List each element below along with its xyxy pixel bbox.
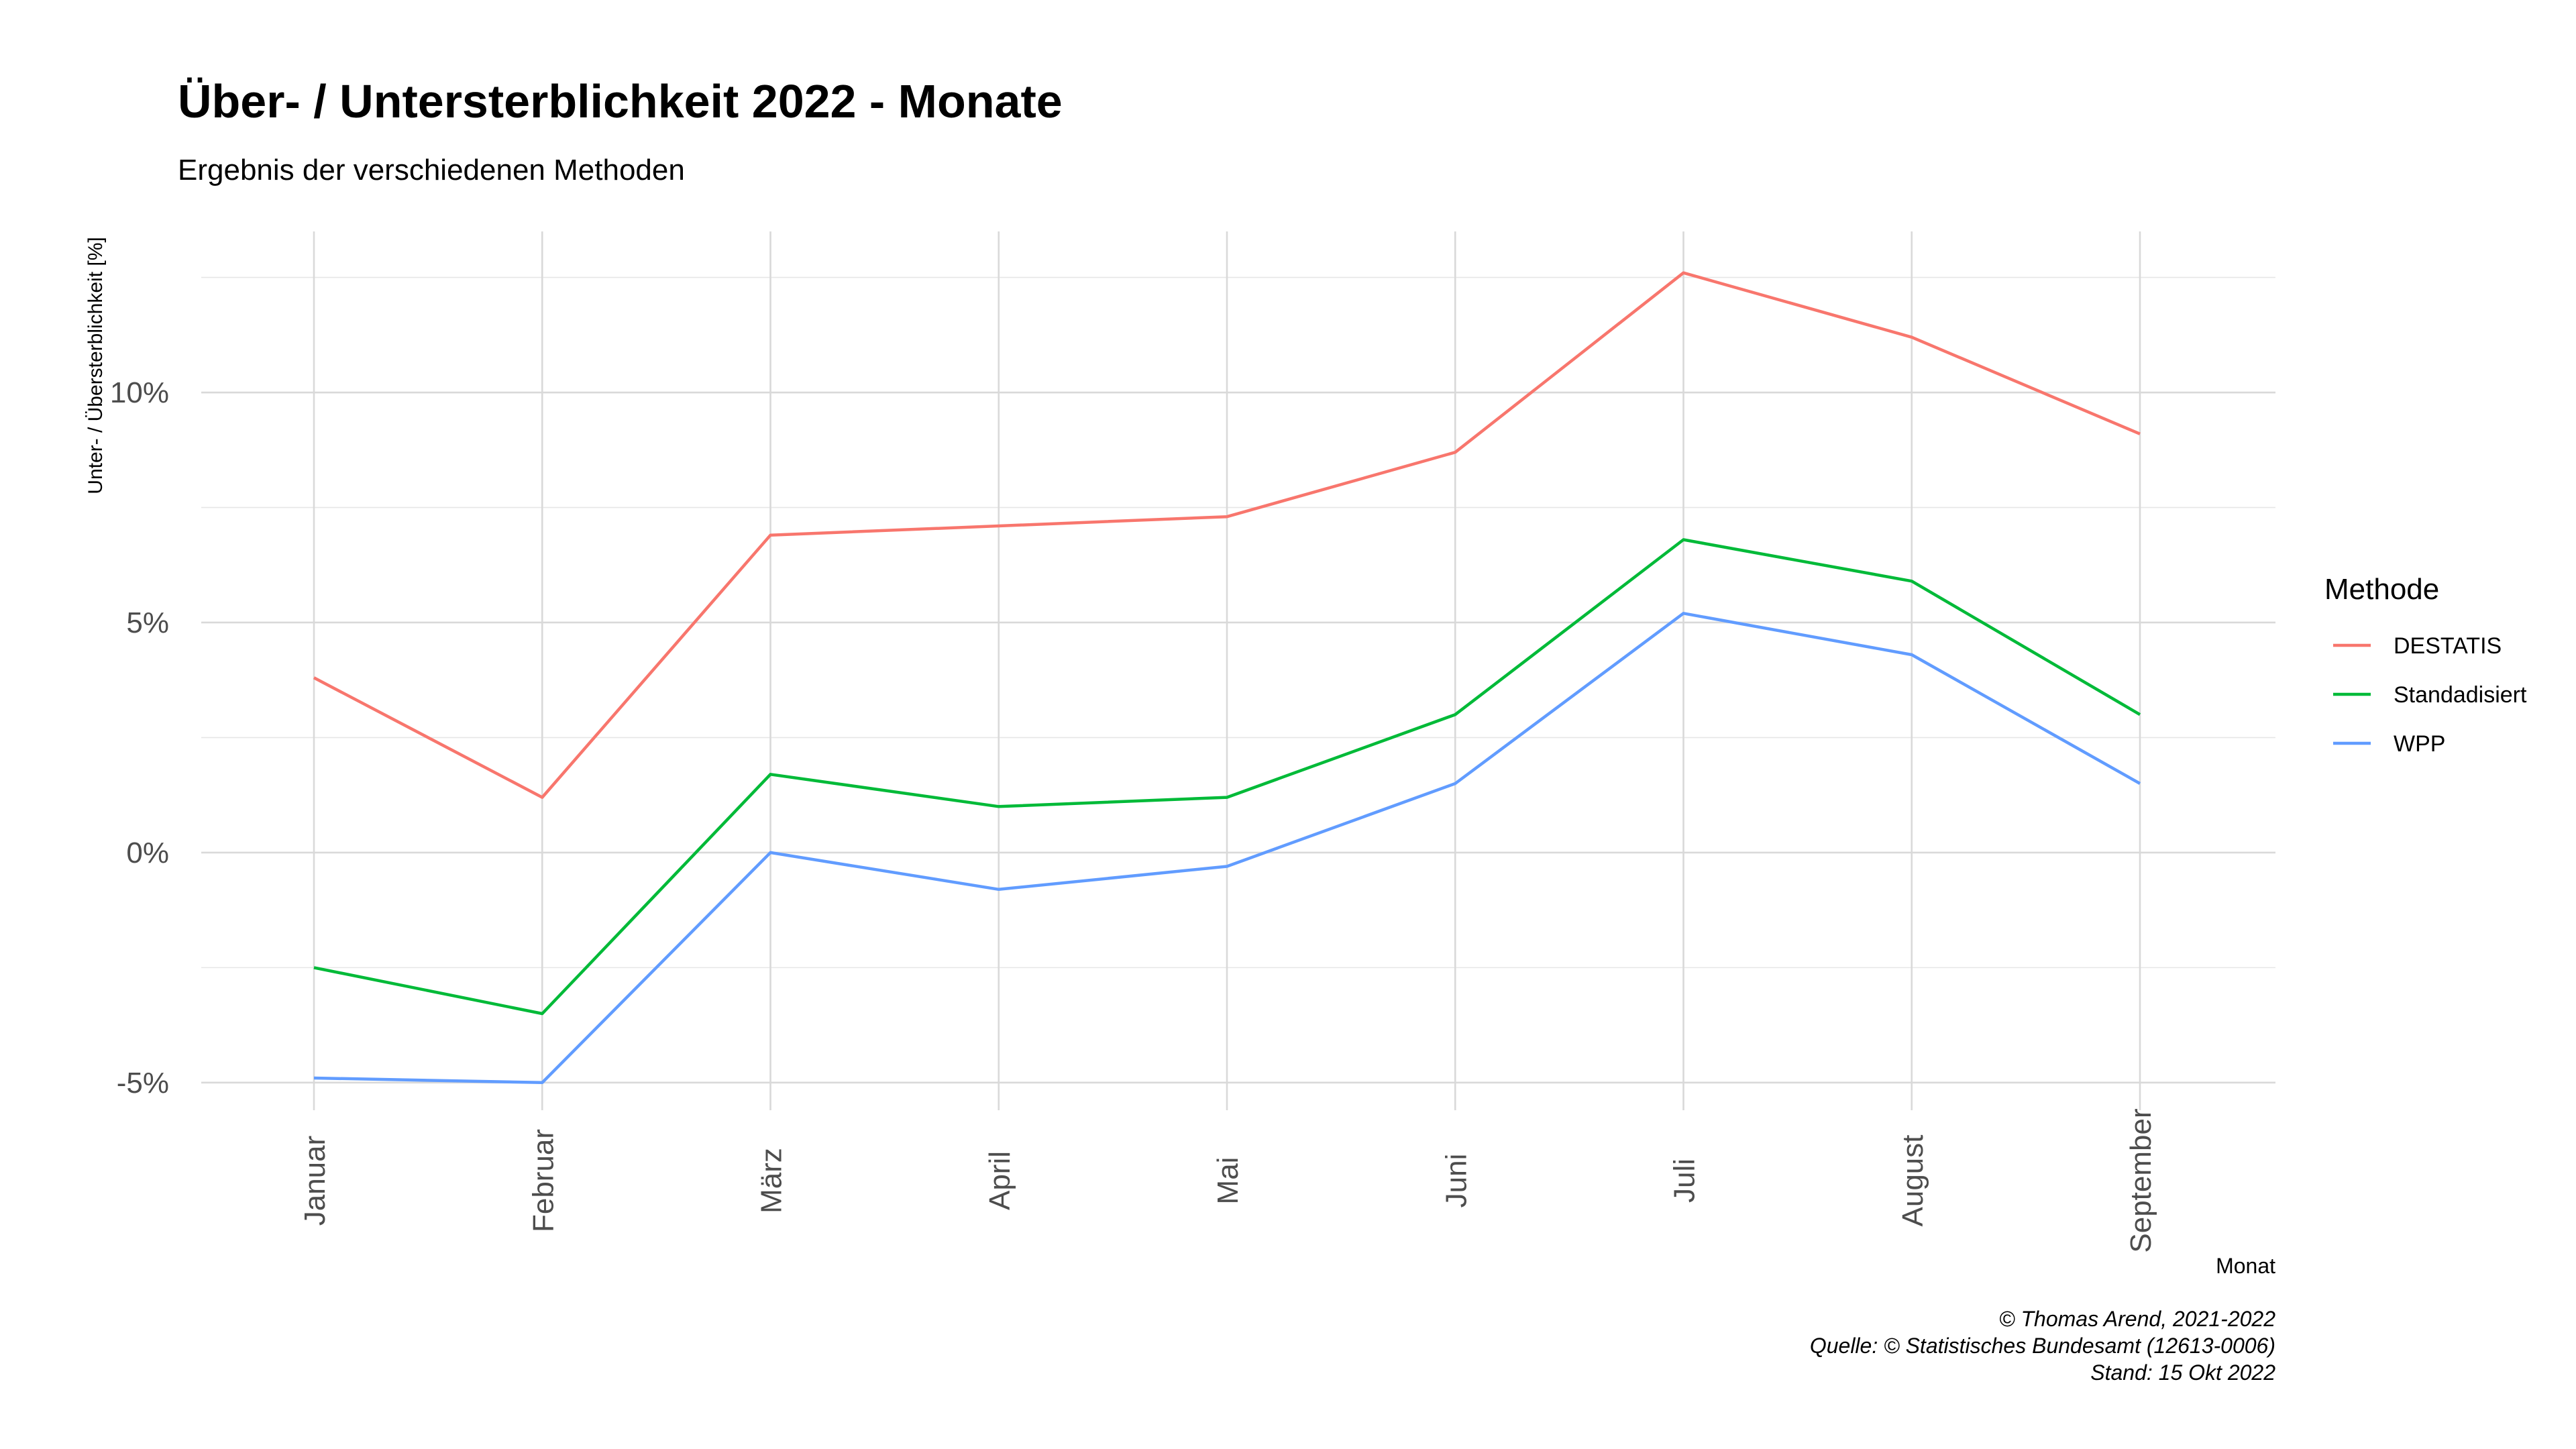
y-tick-label: -5%	[117, 1067, 169, 1099]
legend-label-standadisiert: Standadisiert	[2394, 682, 2527, 708]
legend-title: Methode	[2324, 573, 2439, 606]
x-tick-label: Juli	[1668, 1159, 1701, 1203]
grid	[201, 231, 2275, 1110]
x-axis-title: Monat	[2216, 1254, 2275, 1278]
x-tick-label: Juni	[1440, 1154, 1472, 1208]
y-axis-ticks: -5% 0% 5% 10%	[110, 376, 169, 1099]
series-line-standadisiert	[313, 538, 2141, 1016]
legend-label-destatis: DESTATIS	[2394, 633, 2502, 659]
x-tick-label: Januar	[299, 1136, 331, 1226]
caption: © Thomas Arend, 2021-2022 Quelle: © Stat…	[1810, 1307, 2275, 1385]
y-tick-label: 10%	[110, 376, 169, 409]
legend: Methode DESTATIS Standadisiert WPP	[2324, 573, 2527, 757]
y-tick-label: 5%	[126, 606, 169, 639]
chart-subtitle: Ergebnis der verschiedenen Methoden	[178, 154, 685, 186]
x-tick-label: August	[1896, 1135, 1929, 1227]
legend-label-wpp: WPP	[2394, 731, 2445, 757]
x-tick-label: April	[983, 1151, 1016, 1210]
series-line-wpp	[313, 612, 2141, 1085]
x-tick-label: März	[755, 1148, 788, 1214]
y-axis-title: Unter- / Übersterblichkeit [%]	[85, 237, 107, 494]
caption-line-3: Stand: 15 Okt 2022	[2090, 1360, 2275, 1385]
x-axis-ticks: Januar Februar März April Mai Juni Juli August S…	[299, 1108, 2157, 1252]
series-lines	[313, 271, 2141, 1085]
caption-line-1: © Thomas Arend, 2021-2022	[1999, 1307, 2275, 1331]
caption-line-2: Quelle: © Statistisches Bundesamt (12613…	[1810, 1334, 2275, 1358]
y-tick-label: 0%	[126, 837, 169, 869]
chart-title: Über- / Untersterblichkeit 2022 - Monate	[178, 75, 1063, 127]
x-tick-label: Mai	[1212, 1157, 1244, 1205]
series-line-destatis	[313, 271, 2141, 799]
x-tick-label: Februar	[527, 1129, 559, 1232]
x-tick-label: September	[2125, 1108, 2157, 1252]
